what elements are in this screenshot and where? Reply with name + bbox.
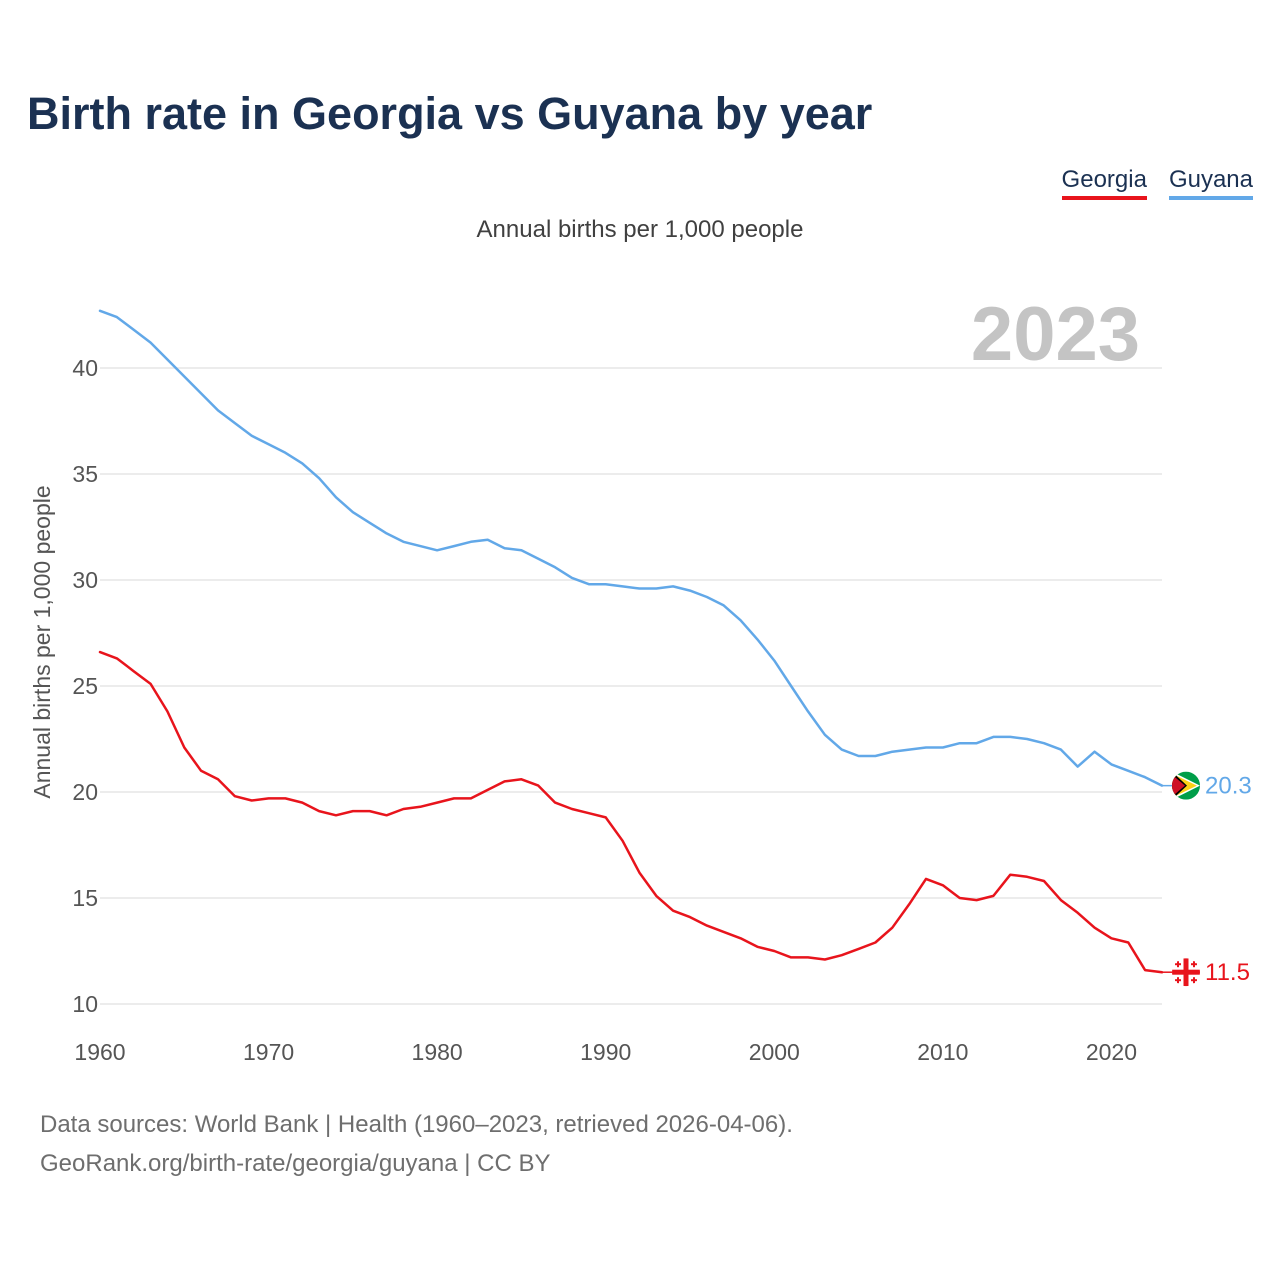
y-tick-label: 35 (72, 461, 98, 487)
gridlines (100, 367, 1162, 1005)
x-tick-label: 2000 (749, 1039, 800, 1065)
chart-title: Birth rate in Georgia vs Guyana by year (27, 88, 873, 139)
georgia-flag-icon (1172, 958, 1200, 987)
guyana-end-value: 20.3 (1205, 773, 1252, 800)
y-tick-label: 40 (72, 355, 98, 381)
footer-attribution[interactable]: GeoRank.org/birth-rate/georgia/guyana | … (40, 1150, 551, 1177)
legend-item-georgia[interactable]: Georgia (1061, 166, 1147, 200)
series-lines (98, 309, 1172, 974)
y-tick-label: 30 (72, 567, 98, 593)
guyana-flag-icon (1172, 771, 1200, 800)
series-line-georgia (98, 650, 1164, 974)
series-line-guyana (98, 309, 1164, 787)
x-axis-ticks: 1960 1970 1980 1990 2000 2010 2020 (74, 1039, 1137, 1065)
georgia-end-value: 11.5 (1205, 959, 1250, 986)
x-tick-label: 1960 (74, 1039, 125, 1065)
footer-sources: Data sources: World Bank | Health (1960–… (40, 1111, 793, 1138)
y-tick-label: 25 (72, 673, 98, 699)
y-axis-label: Annual births per 1,000 people (29, 485, 55, 798)
y-tick-label: 20 (72, 779, 98, 805)
y-axis-ticks: 10 15 20 25 30 35 40 (72, 355, 98, 1017)
footer: Data sources: World Bank | Health (1960–… (40, 1105, 793, 1183)
legend-item-guyana[interactable]: Guyana (1168, 166, 1253, 200)
y-tick-label: 10 (72, 991, 98, 1017)
x-tick-label: 2010 (917, 1039, 968, 1065)
x-tick-label: 1970 (243, 1039, 294, 1065)
legend: Georgia Guyana (1061, 166, 1253, 200)
line-chart: 10 15 20 25 30 35 40 1960 1970 1980 1990 2000 2010 2… (29, 292, 1252, 1065)
chart-subtitle: Annual births per 1,000 people (476, 216, 804, 243)
x-tick-label: 1990 (580, 1039, 631, 1065)
year-watermark: 2023 (971, 292, 1140, 377)
y-tick-label: 15 (72, 885, 98, 911)
x-tick-label: 2020 (1086, 1039, 1137, 1065)
x-tick-label: 1980 (412, 1039, 463, 1065)
